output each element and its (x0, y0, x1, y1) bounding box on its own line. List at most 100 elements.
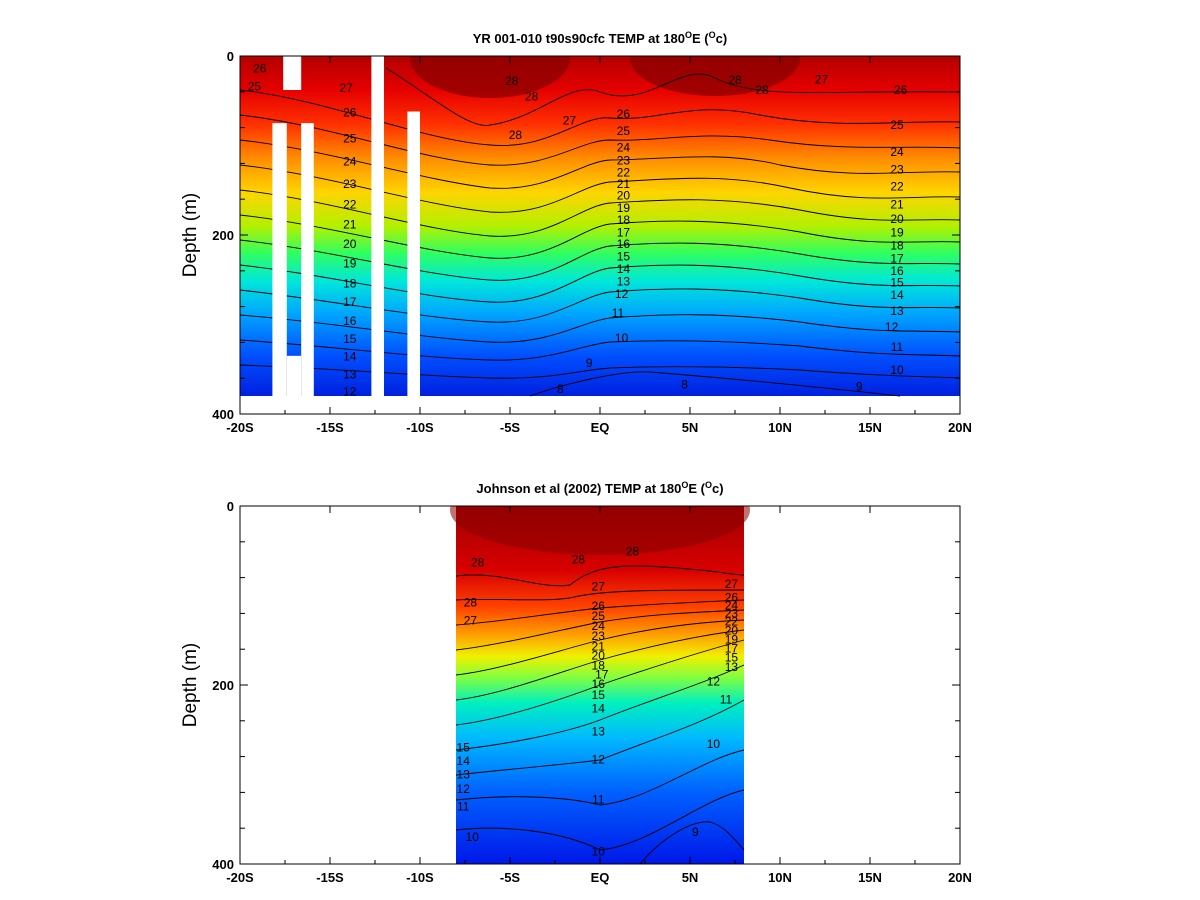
contour-label: 10 (707, 737, 721, 751)
contour-label: 25 (248, 79, 262, 93)
panel-obs-isotherms (455, 565, 745, 864)
x-tick-label: 10N (768, 420, 792, 435)
contour-label: 28 (525, 89, 539, 103)
contour-label: 23 (725, 606, 739, 620)
contour-label: 28 (626, 545, 640, 559)
mask-3 (286, 355, 302, 397)
contour-label: 11 (720, 692, 733, 706)
y-tick-label: 200 (212, 678, 234, 693)
contour-label: 17 (725, 641, 739, 655)
contour-label: 17 (595, 667, 609, 681)
panel-obs-axes: -20S -15S -10S -5S EQ 5N 10N 15N 20N 0 200 400 (212, 499, 972, 885)
contour-label: 12 (457, 782, 471, 796)
contour-label: 22 (725, 614, 739, 628)
panel-obs: Johnson et al (2002) TEMP at 180OE (Oc) … (180, 480, 972, 885)
contour-label: 14 (457, 754, 471, 768)
contour-label: 13 (890, 304, 904, 318)
panel-obs-title: Johnson et al (2002) TEMP at 180OE (Oc) (476, 480, 723, 496)
contour-label: 12 (885, 320, 899, 334)
contour-label: 23 (617, 154, 631, 168)
contour-label: 11 (592, 793, 605, 807)
contour-label: 13 (725, 660, 739, 674)
contour-label: 11 (457, 800, 470, 814)
x-tick-label: -10S (406, 870, 434, 885)
x-tick-label: 15N (858, 870, 882, 885)
x-tick-label: EQ (591, 420, 610, 435)
contour-label: 26 (253, 62, 267, 76)
mask-2 (272, 123, 287, 397)
contour-label: 11 (612, 306, 625, 320)
contour-label: 23 (592, 629, 606, 643)
contour-label: 24 (617, 140, 631, 154)
contour-label: 17 (617, 225, 631, 239)
contour-label: 28 (505, 74, 519, 88)
contour-label: 20 (725, 623, 739, 637)
x-tick-label: 20N (948, 420, 972, 435)
contour-label: 28 (464, 596, 478, 610)
contour-label: 13 (343, 368, 357, 382)
contour-label: 22 (343, 198, 357, 212)
contour-label: 8 (681, 377, 688, 391)
panel-model-warm-core-north (630, 56, 800, 96)
contour-label: 27 (464, 614, 478, 628)
y-tick-label: 0 (227, 49, 234, 64)
contour-label: 28 (728, 73, 742, 87)
x-tick-label: 10N (768, 870, 792, 885)
contour-label: 23 (890, 163, 904, 177)
mask-4 (301, 123, 314, 397)
contour-label: 10 (592, 844, 606, 858)
contour-label: 22 (617, 165, 631, 179)
contour-label: 19 (617, 201, 631, 215)
contour-label: 19 (725, 632, 739, 646)
panel-obs-ylabel: Depth (m) (180, 643, 201, 727)
contour-label: 14 (890, 288, 904, 302)
contour-label: 14 (592, 701, 606, 715)
contour-label: 26 (617, 107, 631, 121)
contour-label: 16 (617, 237, 631, 251)
x-tick-label: -10S (406, 420, 434, 435)
contour-label: 23 (343, 177, 357, 191)
contour-label: 9 (856, 379, 863, 393)
contour-label: 13 (617, 275, 631, 289)
mask-6 (407, 111, 420, 397)
panel-obs-contour-labels: 2828282827272625242321201817161514131211… (457, 545, 739, 859)
x-tick-label: 15N (858, 420, 882, 435)
contour-label: 21 (890, 198, 904, 212)
contour-label: 22 (890, 180, 904, 194)
contour-label: 26 (592, 599, 606, 613)
contour-label: 25 (617, 124, 631, 138)
x-tick-label: 5N (682, 420, 699, 435)
panel-model-axes: -20S -15S -10S -5S EQ 5N 10N 15N 20N 0 200 400 (212, 49, 972, 435)
y-tick-label: 400 (212, 407, 234, 422)
contour-label: 28 (572, 553, 586, 567)
contour-label: 16 (890, 264, 904, 278)
panel-model-masks (272, 56, 420, 397)
contour-label: 27 (563, 113, 577, 127)
contour-label: 24 (890, 145, 904, 159)
contour-label: 21 (592, 640, 606, 654)
contour-label: 26 (343, 105, 357, 119)
panel-model-title: YR 001-010 t90s90cfc TEMP at 180OE (Oc) (473, 30, 727, 46)
contour-label: 15 (457, 741, 471, 755)
panel-obs-warm-core (450, 506, 750, 555)
contour-label: 28 (471, 555, 485, 569)
contour-label: 27 (340, 81, 354, 95)
contour-label: 26 (894, 83, 908, 97)
contour-label: 28 (755, 83, 769, 97)
contour-label: 10 (466, 830, 480, 844)
contour-label: 17 (890, 251, 904, 265)
contour-label: 10 (615, 331, 629, 345)
x-tick-label: -5S (500, 870, 521, 885)
x-tick-label: -15S (316, 420, 344, 435)
contour-label: 11 (891, 340, 904, 354)
panel-model: YR 001-010 t90s90cfc TEMP at 180OE (Oc) (180, 30, 972, 435)
contour-label: 13 (457, 768, 471, 782)
contour-label: 12 (707, 674, 721, 688)
contour-label: 12 (592, 752, 606, 766)
contour-label: 26 (725, 590, 739, 604)
contour-label: 25 (890, 118, 904, 132)
x-tick-label: -20S (226, 870, 254, 885)
contour-label: 25 (343, 131, 357, 145)
